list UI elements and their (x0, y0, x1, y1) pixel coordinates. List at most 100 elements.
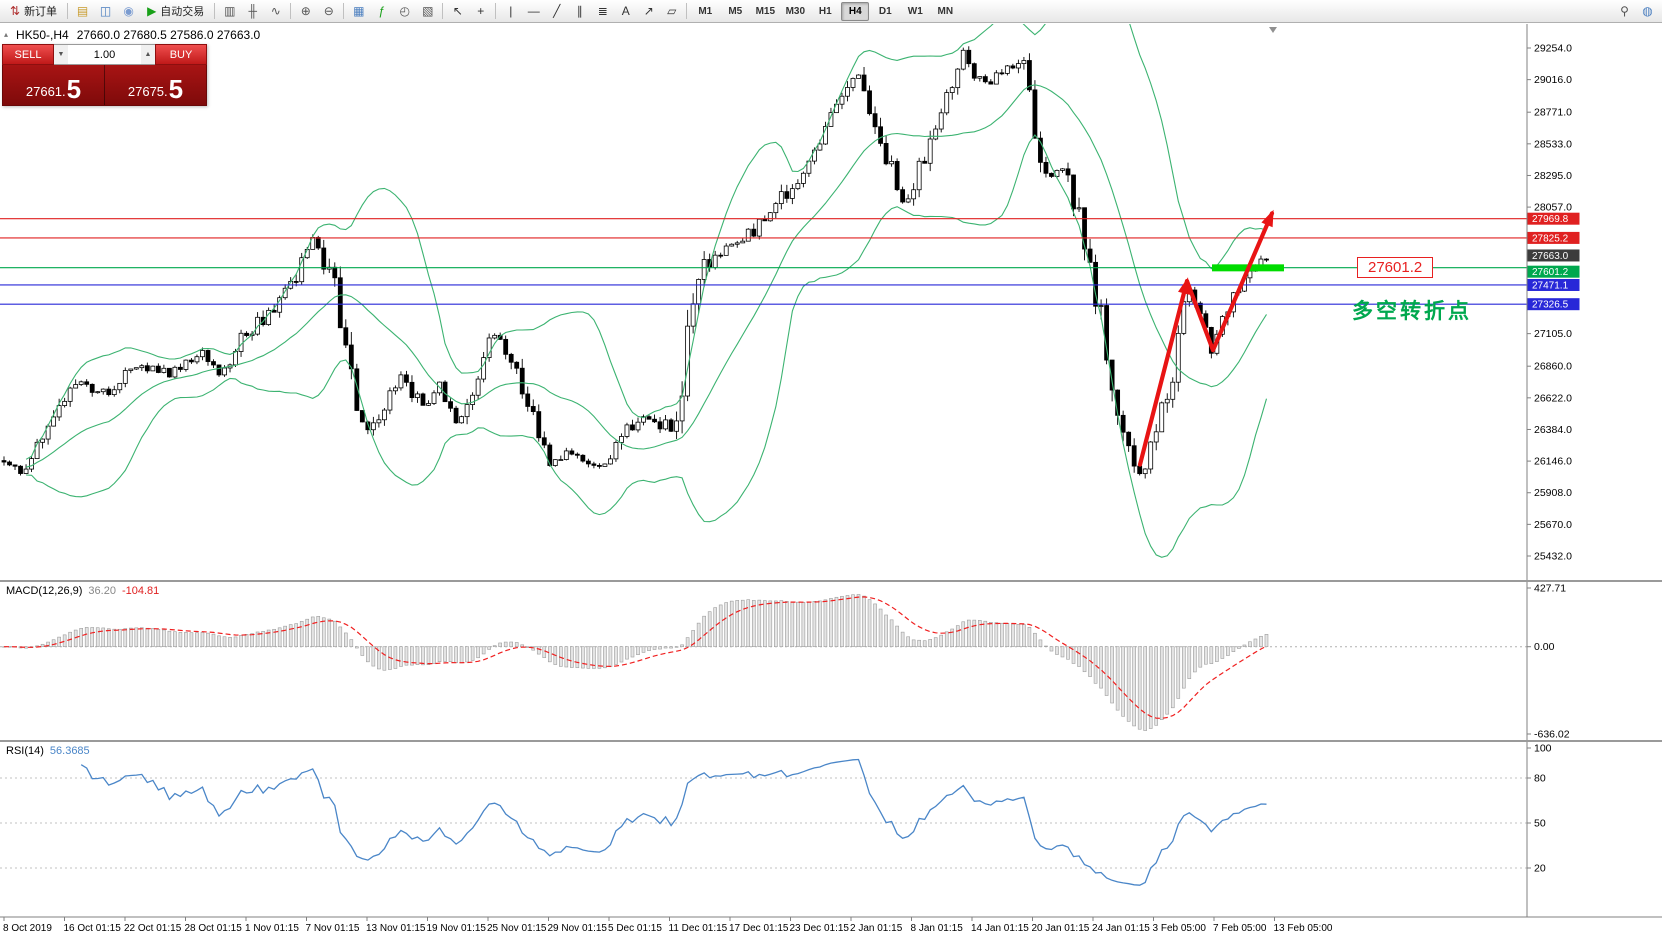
channel-icon[interactable]: ∥ (568, 1, 591, 22)
timeframe-mn-button[interactable]: MN (937, 5, 954, 17)
svg-text:28057.0: 28057.0 (1534, 202, 1572, 214)
cursor-icon[interactable]: ↖ (446, 1, 469, 22)
svg-text:25432.0: 25432.0 (1534, 551, 1572, 563)
sell-price-big: 5 (66, 73, 82, 104)
line-chart-mode-icon: ∿ (270, 4, 281, 18)
svg-text:8 Jan 01:15: 8 Jan 01:15 (911, 923, 964, 934)
text-tool-icon[interactable]: A (614, 1, 637, 22)
timeframe-m30-button[interactable]: M30 (785, 5, 806, 17)
candlestick-mode-icon[interactable]: ╫ (241, 1, 264, 22)
candlestick-mode-icon: ╫ (248, 4, 258, 18)
horizontal-line-icon[interactable]: — (522, 1, 545, 22)
rsi-value: 56.3685 (49, 745, 90, 757)
svg-text:80: 80 (1534, 773, 1546, 785)
svg-text:20: 20 (1534, 863, 1546, 875)
trendline-icon[interactable]: ╱ (545, 1, 568, 22)
community-icon: ◍ (1642, 4, 1653, 18)
price-axis[interactable]: 29254.0 29016.0 28771.0 28533.0 28295.0 28057… (1526, 24, 1580, 917)
crosshair-icon[interactable]: + (469, 1, 492, 22)
cursor-icon: ↖ (452, 4, 463, 18)
templates-icon: ▧ (422, 4, 434, 18)
timeframe-d1-button[interactable]: D1 (878, 5, 892, 17)
svg-text:23 Dec 01:15: 23 Dec 01:15 (790, 923, 850, 934)
line-chart-mode-icon[interactable]: ∿ (264, 1, 287, 22)
zoom-out-icon: ⊖ (323, 4, 334, 18)
auto-trading-button[interactable]: ▶ 自动交易 (140, 1, 211, 22)
volume-increase-button[interactable]: ▲ (141, 45, 155, 64)
templates-icon[interactable]: ▧ (416, 1, 439, 22)
new-chart-icon[interactable]: ▤ (71, 1, 94, 22)
bar-chart-mode-icon: ▥ (224, 4, 236, 18)
period-icon: ◴ (399, 4, 411, 18)
buy-button[interactable]: BUY (155, 44, 207, 65)
svg-text:7 Feb 05:00: 7 Feb 05:00 (1213, 923, 1267, 934)
buy-price[interactable]: 27675. 5 (105, 65, 206, 105)
macd-indicator (0, 594, 1527, 731)
toolbar-separator (67, 3, 69, 19)
chart-shift-marker[interactable] (1269, 27, 1277, 33)
bar-chart-mode-icon[interactable]: ▥ (218, 1, 241, 22)
ohlc-values: 27660.0 27680.5 27586.0 27663.0 (76, 28, 261, 42)
svg-text:50: 50 (1534, 818, 1546, 830)
community-icon[interactable]: ◍ (1636, 1, 1659, 22)
svg-text:1 Nov 01:15: 1 Nov 01:15 (245, 923, 299, 934)
toolbar-separator (214, 3, 216, 19)
fibonacci-icon[interactable]: ≣ (591, 1, 614, 22)
period-icon[interactable]: ◴ (393, 1, 416, 22)
rsi-indicator (0, 758, 1527, 886)
trendline-icon: ╱ (553, 4, 561, 18)
sell-button[interactable]: SELL (2, 44, 54, 65)
bollinger-bands[interactable] (25, 0, 1268, 558)
timeframe-m5-button[interactable]: M5 (728, 5, 743, 17)
shapes-tool-icon[interactable]: ▱ (660, 1, 683, 22)
trade-panel-header: SELL ▼ 1.00 ▲ BUY (2, 44, 207, 65)
new-order-button[interactable]: ⇅ 新订单 (3, 1, 64, 22)
arrows-tool-icon[interactable]: ↗ (637, 1, 660, 22)
svg-text:24 Jan 01:15: 24 Jan 01:15 (1092, 923, 1150, 934)
svg-text:17 Dec 01:15: 17 Dec 01:15 (729, 923, 789, 934)
help-icon[interactable]: ◉ (117, 1, 140, 22)
trend-arrows[interactable] (1137, 209, 1275, 467)
one-click-trade-panel: SELL ▼ 1.00 ▲ BUY 27661. 5 27675. 5 (2, 44, 207, 106)
arrows-tool-icon: ↗ (643, 4, 654, 18)
timeframe-m15-button[interactable]: M15 (755, 5, 776, 17)
vertical-line-icon: | (509, 4, 513, 18)
indicators-icon[interactable]: ƒ (370, 1, 393, 22)
macd-label: MACD(12,26,9) 36.20 -104.81 (6, 585, 159, 597)
one-click-collapse-icon[interactable]: ▴ (4, 30, 9, 39)
rsi-label: RSI(14) 56.3685 (6, 745, 90, 757)
svg-text:27969.8: 27969.8 (1532, 214, 1569, 225)
annotation-note-text[interactable]: 多空转折点 (1352, 300, 1472, 323)
timeframe-h4-button[interactable]: H4 (841, 1, 870, 21)
zoom-out-icon[interactable]: ⊖ (317, 1, 340, 22)
svg-text:0.00: 0.00 (1534, 641, 1555, 653)
toolbar-separator (686, 3, 688, 19)
toolbar-separator (343, 3, 345, 19)
channel-icon: ∥ (576, 4, 583, 18)
price-tag-label[interactable]: 27601.2 (1357, 257, 1434, 278)
svg-text:13 Nov 01:15: 13 Nov 01:15 (366, 923, 426, 934)
timeframe-h1-button[interactable]: H1 (818, 5, 832, 17)
svg-text:28771.0: 28771.0 (1534, 107, 1572, 119)
buy-price-small: 27675. (127, 84, 168, 99)
volume-input[interactable]: 1.00 (93, 48, 116, 61)
timeframe-w1-button[interactable]: W1 (907, 5, 923, 17)
chart-title: HK50-,H4 27660.0 27680.5 27586.0 27663.0 (16, 28, 260, 42)
vertical-line-icon[interactable]: | (499, 1, 522, 22)
search-icon[interactable]: ⚲ (1613, 1, 1636, 22)
time-axis[interactable]: 8 Oct 2019 16 Oct 01:15 22 Oct 01:15 28 Oct… (0, 916, 1662, 934)
svg-text:427.71: 427.71 (1534, 583, 1566, 595)
chart-plot-area[interactable] (0, 23, 1662, 944)
timeframe-m1-button[interactable]: M1 (698, 5, 713, 17)
auto-trading-button-label: 自动交易 (160, 6, 205, 18)
profiles-icon[interactable]: ◫ (94, 1, 117, 22)
svg-text:-636.02: -636.02 (1534, 729, 1570, 741)
tile-windows-icon[interactable]: ▦ (347, 1, 370, 22)
zoom-in-icon[interactable]: ⊕ (294, 1, 317, 22)
volume-decrease-button[interactable]: ▼ (54, 45, 68, 64)
toolbar-separator (495, 3, 497, 19)
sell-price[interactable]: 27661. 5 (3, 65, 104, 105)
svg-text:25670.0: 25670.0 (1534, 519, 1572, 531)
sell-price-small: 27661. (25, 84, 66, 99)
